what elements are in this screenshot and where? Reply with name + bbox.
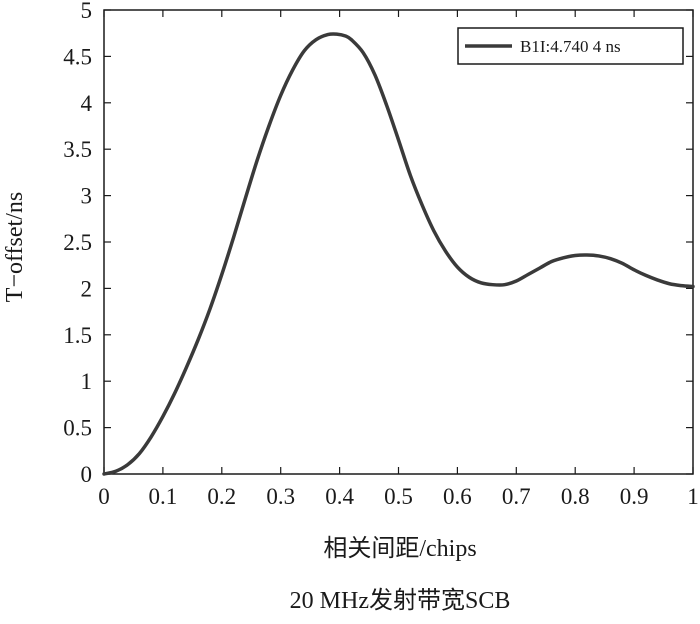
y-tick-label: 0.5 xyxy=(63,416,92,441)
x-tick-label: 0.1 xyxy=(149,484,178,509)
x-tick-label: 0.9 xyxy=(620,484,649,509)
x-tick-label: 0.3 xyxy=(266,484,295,509)
y-tick-label: 4.5 xyxy=(63,44,92,69)
y-tick-label: 3.5 xyxy=(63,137,92,162)
y-tick-label: 4 xyxy=(81,91,93,116)
x-tick-label: 0.8 xyxy=(561,484,590,509)
x-tick-label: 0 xyxy=(98,484,110,509)
axes-layer: 0 0.1 0.2 0.3 0.4 0.5 0.6 0.7 0.8 0.9 1 0 0.5 1 1.5 2 2.… xyxy=(63,0,699,509)
legend: B1I:4.740 4 ns xyxy=(457,27,684,65)
x-tick-label: 0.6 xyxy=(443,484,472,509)
y-tick-label: 2 xyxy=(81,276,93,301)
x-tick-label: 1 xyxy=(687,484,699,509)
plot-frame xyxy=(103,9,694,475)
x-tick-label: 0.2 xyxy=(207,484,236,509)
chart-caption: 20 MHz发射带宽SCB xyxy=(290,587,511,614)
legend-label: B1I:4.740 4 ns xyxy=(520,37,621,56)
y-tick-label: 0 xyxy=(81,462,93,487)
y-tick-label: 1 xyxy=(81,369,93,394)
x-tick-label: 0.5 xyxy=(384,484,413,509)
x-tick-label: 0.7 xyxy=(502,484,531,509)
y-tick-label: 3 xyxy=(81,184,93,209)
y-tick-label: 2.5 xyxy=(63,230,92,255)
y-tick-label: 1.5 xyxy=(63,323,92,348)
series-line xyxy=(102,32,695,476)
series-layer xyxy=(102,32,695,476)
x-tick-label: 0.4 xyxy=(325,484,354,509)
y-axis-title: T−offset/ns xyxy=(2,192,28,302)
x-axis-title: 相关间距/chips xyxy=(323,535,476,562)
y-tick-label: 5 xyxy=(81,0,93,23)
